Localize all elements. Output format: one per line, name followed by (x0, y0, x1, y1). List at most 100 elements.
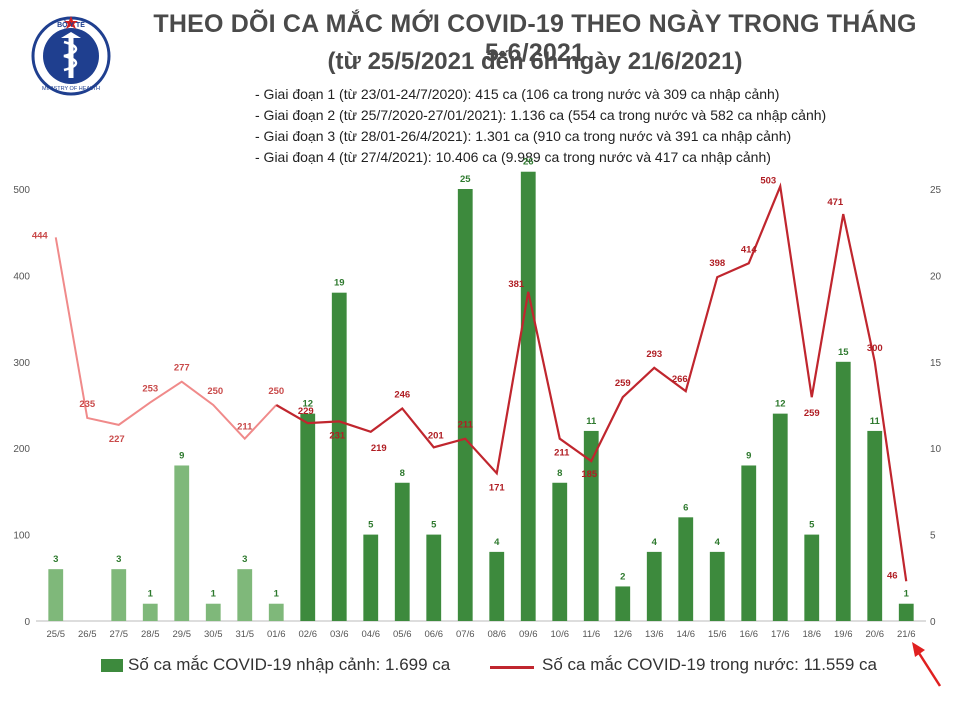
bar-value-label: 1 (211, 589, 217, 600)
import-cases-bar (552, 482, 568, 621)
line-value-label: 46 (887, 570, 898, 581)
bar-value-label: 6 (683, 502, 688, 513)
left-axis-tick-label: 200 (13, 444, 30, 455)
line-value-label: 259 (804, 408, 820, 419)
x-axis-tick-label: 09/6 (519, 629, 538, 640)
import-cases-bar (268, 603, 284, 621)
x-axis-tick-label: 08/6 (488, 629, 507, 640)
x-axis-tick-label: 18/6 (803, 629, 822, 640)
bar-value-label: 4 (715, 537, 721, 548)
bar-value-label: 9 (746, 450, 751, 461)
left-axis-tick-label: 100 (13, 531, 30, 542)
line-value-label: 503 (760, 175, 776, 186)
note-item: - Giai đoạn 1 (từ 23/01-24/7/2020): 415 … (255, 86, 780, 102)
arrow-head-icon (912, 642, 925, 657)
note-item: - Giai đoạn 2 (từ 25/7/2020-27/01/2021):… (255, 107, 827, 123)
import-cases-bar (615, 586, 631, 621)
line-value-label: 171 (489, 482, 506, 493)
legend-line-swatch (490, 666, 534, 669)
ministry-of-health-emblem-icon: BỘ Y TẾ MINISTRY OF HEALTH (31, 16, 111, 96)
ministry-logo: BỘ Y TẾ MINISTRY OF HEALTH (28, 8, 114, 113)
chart-title: THEO DÕI CA MẮC MỚI COVID-19 THEO NGÀY T… (153, 10, 917, 67)
x-axis-tick-label: 01/6 (267, 629, 286, 640)
x-axis-tick-label: 13/6 (645, 629, 664, 640)
bar-value-label: 8 (557, 468, 562, 479)
import-cases-bar (678, 517, 694, 621)
domestic-cases-line (275, 182, 908, 582)
bar-value-label: 12 (302, 399, 313, 410)
bar-value-label: 3 (116, 554, 121, 565)
x-axis-tick-label: 03/6 (330, 629, 349, 640)
import-cases-bar (709, 551, 725, 621)
line-value-label: 414 (741, 244, 758, 255)
import-cases-bar (394, 482, 410, 621)
line-value-label: 259 (615, 378, 631, 389)
import-cases-bar (237, 569, 253, 621)
line-value-label: 227 (109, 434, 125, 445)
x-axis-tick-label: 14/6 (677, 629, 696, 640)
right-axis-tick-label: 0 (930, 617, 936, 628)
x-axis-tick-label: 30/5 (204, 629, 223, 640)
line-value-label: 246 (394, 389, 410, 400)
legend-bar-label: Số ca mắc COVID-19 nhập cảnh: 1.699 ca (128, 655, 451, 674)
bar-value-label: 15 (838, 347, 849, 358)
import-cases-bar (111, 569, 127, 621)
bar-value-label: 25 (460, 174, 471, 185)
right-axis-tick-label: 10 (930, 444, 942, 455)
bar-value-label: 4 (652, 537, 658, 548)
line-value-label: 471 (827, 197, 844, 208)
import-cases-bar (300, 413, 316, 621)
import-cases-bar (646, 551, 662, 621)
bar-value-label: 1 (274, 589, 280, 600)
line-value-label: 398 (709, 258, 725, 269)
bar-value-label: 5 (368, 520, 374, 531)
line-value-label: 211 (237, 422, 253, 433)
import-cases-bar (205, 603, 221, 621)
line-value-label: 185 (581, 469, 598, 480)
line-value-label: 229 (298, 406, 314, 417)
x-axis-tick-label: 16/6 (740, 629, 759, 640)
bar-value-label: 9 (179, 450, 184, 461)
line-value-label: 211 (554, 448, 570, 459)
left-axis-tick-label: 300 (13, 358, 30, 369)
x-axis-tick-label: 12/6 (614, 629, 633, 640)
line-value-label: 277 (174, 363, 190, 374)
x-axis-tick-label: 17/6 (771, 629, 790, 640)
bar-value-label: 8 (400, 468, 405, 479)
x-axis-tick-label: 06/6 (425, 629, 444, 640)
import-cases-bar (741, 465, 757, 621)
x-axis-tick-label: 20/6 (866, 629, 885, 640)
right-axis-tick-label: 15 (930, 358, 942, 369)
right-axis-tick-label: 20 (930, 271, 942, 282)
import-cases-bar (363, 534, 379, 621)
line-value-label: 381 (508, 279, 525, 290)
bar-value-label: 5 (809, 520, 815, 531)
x-axis-tick-label: 11/6 (582, 629, 600, 640)
x-axis-tick-label: 15/6 (708, 629, 727, 640)
x-axis-tick-label: 02/6 (299, 629, 318, 640)
line-value-label: 219 (371, 443, 387, 454)
bar-value-label: 11 (586, 416, 597, 427)
import-cases-bar (867, 430, 883, 621)
legend-line-label: Số ca mắc COVID-19 trong nước: 11.559 ca (542, 655, 877, 674)
line-value-label: 250 (268, 386, 284, 397)
import-cases-bar (489, 551, 505, 621)
x-axis-tick-label: 28/5 (141, 629, 160, 640)
line-value-label: 253 (142, 383, 158, 394)
line-value-label: 300 (867, 343, 883, 354)
import-cases-bar (520, 171, 536, 621)
left-axis-tick-label: 500 (13, 185, 30, 196)
chart-subtitle: (từ 25/5/2021 đến 6h ngày 21/6/2021) (327, 48, 743, 75)
x-axis-tick-label: 29/5 (173, 629, 192, 640)
x-axis-tick-label: 21/6 (897, 629, 916, 640)
import-cases-bar (583, 430, 599, 621)
x-axis-tick-label: 07/6 (456, 629, 475, 640)
left-axis-tick-label: 0 (24, 617, 30, 628)
bar-value-label: 1 (904, 589, 910, 600)
bar-value-label: 19 (334, 278, 345, 289)
bar-value-label: 26 (523, 157, 534, 168)
right-axis-tick-label: 25 (930, 185, 942, 196)
line-value-label: 444 (32, 230, 49, 241)
note-item: - Giai đoạn 4 (từ 27/4/2021): 10.406 ca … (255, 149, 771, 165)
